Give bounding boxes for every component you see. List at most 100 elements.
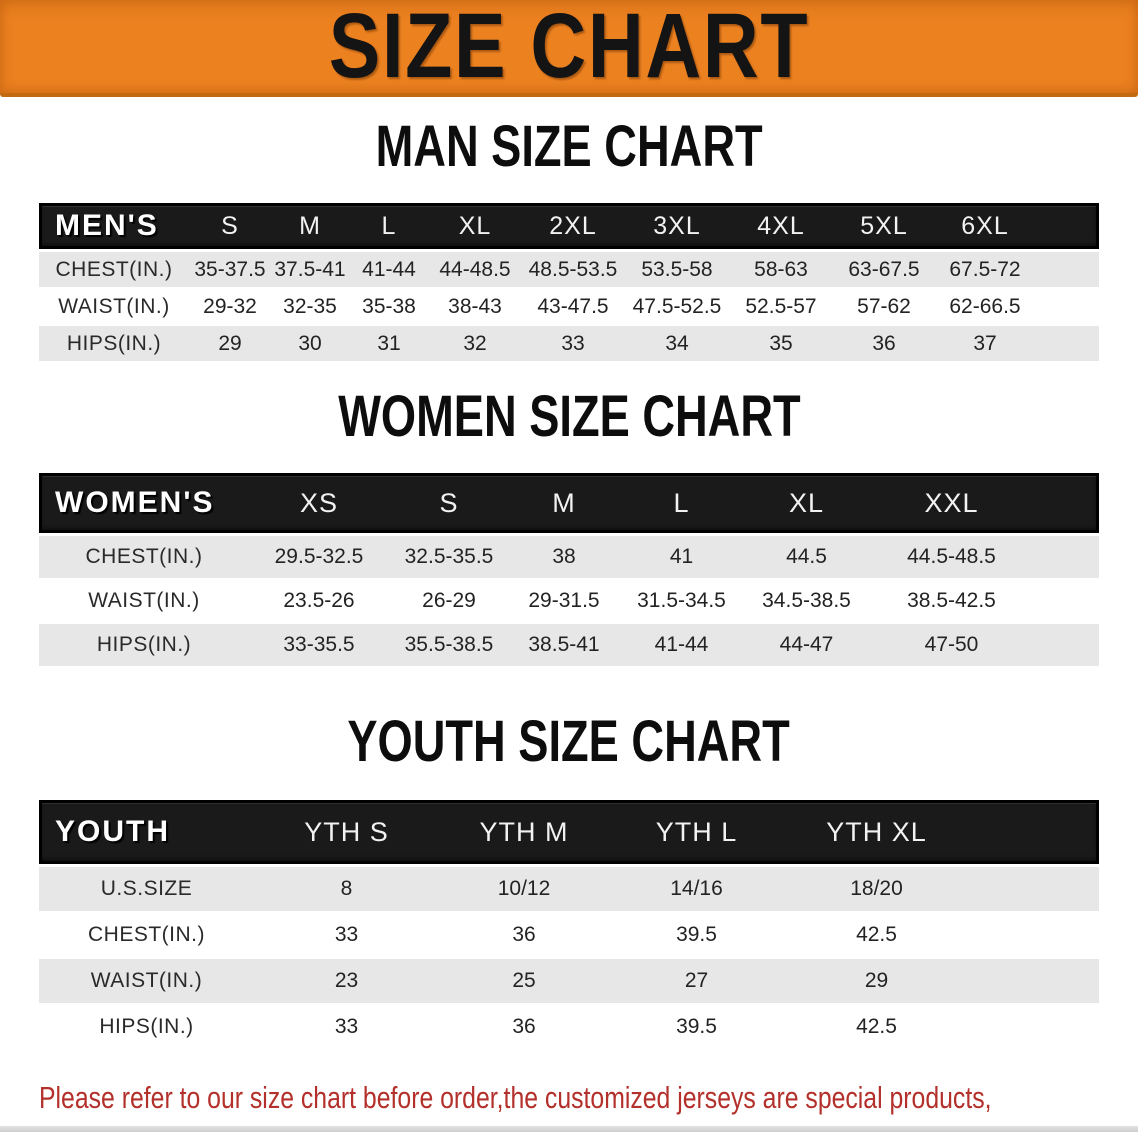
men-heading-text: MAN SIZE CHART	[375, 114, 763, 179]
banner: SIZE CHART	[0, 0, 1138, 97]
cell: 35-38	[362, 294, 416, 318]
cell: 57-62	[857, 294, 911, 318]
cell: 14/16	[670, 877, 723, 900]
cell: 48.5-53.5	[528, 257, 618, 281]
row-label: WAIST(IN.)	[90, 969, 203, 992]
row-label: CHEST(IN.)	[85, 545, 203, 568]
youth-header-label: YOUTH	[55, 815, 170, 848]
women-table-body: CHEST(IN.) 29.5-32.5 32.5-35.5 38 41 44.…	[39, 536, 1099, 666]
youth-row-waist: WAIST(IN.) 23 25 27 29	[39, 959, 1099, 1003]
row-label: CHEST(IN.)	[55, 257, 173, 281]
cell: 33	[561, 331, 585, 355]
men-header-label: MEN'S	[55, 209, 159, 242]
bottom-edge-strip	[0, 1126, 1138, 1132]
cell: 31	[377, 331, 401, 355]
youth-heading-text: YOUTH SIZE CHART	[347, 709, 791, 774]
disclaimer-note: Please refer to our size chart before or…	[39, 1075, 1138, 1132]
men-header-cell: M	[299, 211, 321, 240]
youth-row-ussize: U.S.SIZE 8 10/12 14/16 18/20	[39, 867, 1099, 911]
women-header-cell: XXL	[924, 487, 979, 518]
cell: 39.5	[676, 1015, 717, 1038]
row-label: U.S.SIZE	[100, 877, 193, 900]
cell: 35-37.5	[194, 257, 266, 281]
cell: 53.5-58	[641, 257, 713, 281]
men-header-cell: XL	[458, 211, 492, 240]
cell: 38-43	[448, 294, 502, 318]
cell: 10/12	[497, 877, 551, 900]
cell: 52.5-57	[745, 294, 817, 318]
women-header-cell: XS	[299, 487, 339, 518]
women-table-header: WOMEN'S XS S M L XL XXL	[39, 473, 1099, 533]
youth-row-chest: CHEST(IN.) 33 36 39.5 42.5	[39, 913, 1099, 957]
cell: 38	[552, 545, 576, 568]
women-heading-text: WOMEN SIZE CHART	[337, 384, 801, 449]
row-label: WAIST(IN.)	[58, 294, 170, 318]
men-row-hips: HIPS(IN.) 29 30 31 32 33 34 35 36 37	[39, 326, 1099, 361]
women-header-cell: XL	[788, 487, 825, 518]
cell: 33	[334, 1015, 359, 1038]
cell: 47.5-52.5	[632, 294, 722, 318]
cell: 47-50	[924, 633, 979, 656]
women-header-cell: M	[552, 487, 576, 518]
cell: 34.5-38.5	[762, 589, 851, 612]
youth-table: YOUTH YTH S YTH M YTH L YTH XL U.S.SIZE …	[39, 800, 1099, 1049]
women-header-cell: L	[673, 487, 690, 518]
women-row-hips: HIPS(IN.) 33-35.5 35.5-38.5 38.5-41 41-4…	[39, 624, 1099, 666]
cell: 32-35	[283, 294, 337, 318]
cell: 29	[864, 969, 889, 992]
women-section: WOMEN SIZE CHART WOMEN'S XS S M L XL XXL…	[0, 384, 1138, 666]
men-header-cell: L	[381, 211, 397, 240]
men-header-cell: S	[221, 211, 239, 240]
women-row-waist: WAIST(IN.) 23.5-26 26-29 29-31.5 31.5-34…	[39, 580, 1099, 622]
cell: 36	[872, 331, 896, 355]
cell: 44-47	[779, 633, 834, 656]
row-label: WAIST(IN.)	[88, 589, 200, 612]
cell: 44.5	[786, 545, 827, 568]
cell: 44-48.5	[439, 257, 511, 281]
cell: 38.5-41	[528, 633, 600, 656]
women-header-label: WOMEN'S	[55, 486, 215, 519]
row-label: HIPS(IN.)	[99, 1015, 194, 1038]
youth-header-cell: YTH M	[479, 816, 569, 847]
banner-title: SIZE CHART	[328, 0, 810, 97]
men-table-header: MEN'S S M L XL 2XL 3XL 4XL 5XL 6XL	[39, 203, 1099, 249]
cell: 41	[669, 545, 694, 568]
cell: 43-47.5	[537, 294, 609, 318]
youth-header-cell: YTH S	[304, 816, 389, 847]
cell: 29-32	[203, 294, 257, 318]
men-row-waist: WAIST(IN.) 29-32 32-35 35-38 38-43 43-47…	[39, 289, 1099, 324]
cell: 42.5	[856, 1015, 897, 1038]
men-row-chest: CHEST(IN.) 35-37.5 37.5-41 41-44 44-48.5…	[39, 252, 1099, 287]
cell: 38.5-42.5	[907, 589, 996, 612]
cell: 29-31.5	[528, 589, 600, 612]
men-header-cell: 3XL	[653, 211, 701, 240]
disclaimer-line-1: Please refer to our size chart before or…	[39, 1080, 992, 1115]
cell: 36	[512, 923, 536, 946]
cell: 31.5-34.5	[637, 589, 726, 612]
men-heading: MAN SIZE CHART	[0, 114, 1138, 183]
cell: 30	[298, 331, 322, 355]
youth-row-hips: HIPS(IN.) 33 36 39.5 42.5	[39, 1005, 1099, 1049]
cell: 41-44	[654, 633, 709, 656]
women-row-chest: CHEST(IN.) 29.5-32.5 32.5-35.5 38 41 44.…	[39, 536, 1099, 578]
youth-table-header: YOUTH YTH S YTH M YTH L YTH XL	[39, 800, 1099, 864]
row-label: HIPS(IN.)	[66, 331, 162, 355]
cell: 39.5	[676, 923, 717, 946]
youth-header-cell: YTH XL	[826, 816, 927, 847]
cell: 35	[769, 331, 793, 355]
men-header-cell: 5XL	[860, 211, 908, 240]
men-header-cell: 4XL	[757, 211, 805, 240]
cell: 33	[334, 923, 359, 946]
row-label: CHEST(IN.)	[88, 923, 205, 946]
youth-table-body: U.S.SIZE 8 10/12 14/16 18/20 CHEST(IN.) …	[39, 867, 1099, 1049]
cell: 34	[665, 331, 689, 355]
cell: 8	[340, 877, 353, 900]
cell: 27	[684, 969, 709, 992]
women-header-cell: S	[439, 487, 459, 518]
youth-heading: YOUTH SIZE CHART	[0, 709, 1138, 778]
cell: 41-44	[362, 257, 416, 281]
row-label: HIPS(IN.)	[96, 633, 192, 656]
cell: 26-29	[422, 589, 476, 612]
women-heading: WOMEN SIZE CHART	[0, 384, 1138, 453]
